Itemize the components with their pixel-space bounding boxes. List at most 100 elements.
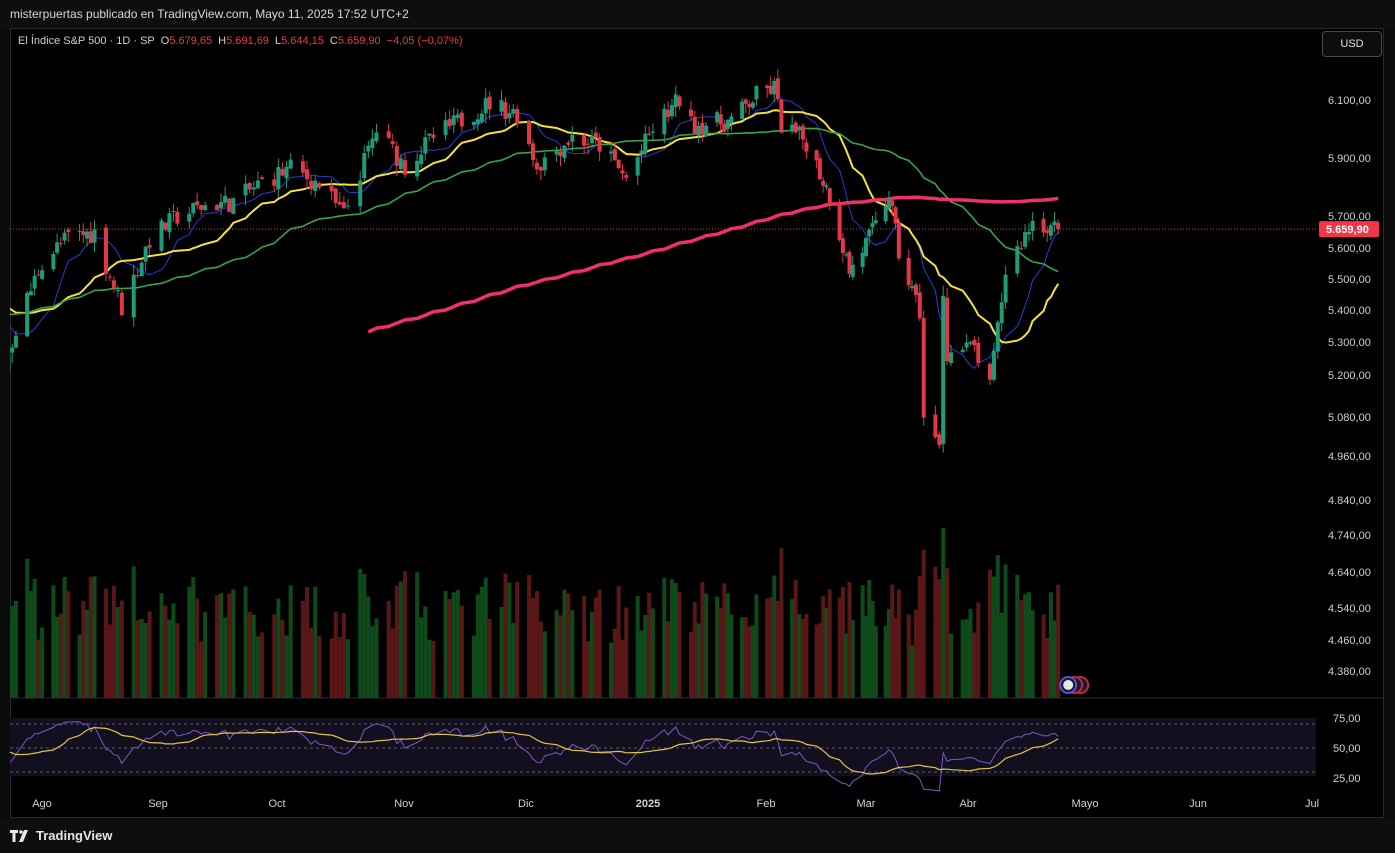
volume-bar bbox=[415, 572, 420, 698]
volume-bar bbox=[346, 639, 350, 698]
candle-body bbox=[366, 145, 371, 152]
candle-body bbox=[933, 414, 938, 438]
rsi-ma-line bbox=[10, 726, 1059, 775]
volume-bar bbox=[1048, 592, 1053, 698]
candle-body bbox=[255, 180, 260, 189]
volume-bar bbox=[747, 626, 752, 698]
candle-body bbox=[3, 370, 7, 376]
volume-bar bbox=[896, 589, 901, 698]
candle-body bbox=[793, 122, 798, 133]
volume-bar bbox=[964, 619, 969, 698]
candle-body bbox=[475, 119, 480, 125]
candle-body bbox=[797, 126, 802, 131]
candle-body bbox=[768, 86, 773, 94]
candle-body bbox=[139, 262, 144, 277]
volume-bar bbox=[305, 586, 310, 698]
sma-50-line bbox=[10, 127, 1059, 316]
candle-body bbox=[171, 211, 176, 213]
volume-bar bbox=[455, 589, 460, 698]
candle-body bbox=[1027, 231, 1031, 235]
candle-body bbox=[729, 116, 734, 124]
event-flags[interactable] bbox=[1059, 676, 1090, 694]
volume-bar bbox=[960, 619, 965, 698]
candle-body bbox=[92, 229, 97, 243]
volume-bar bbox=[704, 593, 709, 698]
candle-body bbox=[750, 102, 755, 108]
candle-body bbox=[0, 322, 3, 377]
candle-body bbox=[960, 349, 965, 353]
volume-bar bbox=[167, 619, 172, 698]
volume-bar bbox=[635, 595, 640, 698]
volume-bar bbox=[227, 593, 232, 698]
volume-bar bbox=[673, 583, 678, 698]
candle-body bbox=[870, 223, 875, 228]
candle-body bbox=[10, 347, 15, 353]
candle-body bbox=[479, 113, 484, 123]
rsi-axis-label: 25,00 bbox=[1333, 773, 1361, 785]
volume-bar bbox=[827, 589, 832, 698]
volume-bar bbox=[147, 611, 152, 698]
candle-body bbox=[358, 180, 363, 207]
candle-body bbox=[423, 137, 428, 154]
price-axis-label: 5.400,00 bbox=[1328, 305, 1371, 317]
candle-body bbox=[487, 96, 492, 110]
candle-body bbox=[890, 200, 895, 207]
volume-bar bbox=[272, 614, 277, 698]
volume-bar bbox=[62, 576, 67, 698]
volume-bar bbox=[972, 632, 977, 698]
candle-body bbox=[66, 229, 71, 233]
volume-bar bbox=[10, 606, 15, 698]
volume-bar bbox=[616, 586, 621, 698]
candle-body bbox=[88, 231, 93, 244]
volume-bar bbox=[609, 642, 614, 698]
candle-body bbox=[1045, 230, 1050, 233]
volume-bar bbox=[471, 635, 476, 698]
volume-bar bbox=[804, 614, 809, 698]
volume-bar bbox=[775, 600, 780, 698]
volume-bar bbox=[1019, 600, 1024, 698]
sma-200-line bbox=[367, 195, 1059, 334]
volume-bar bbox=[850, 620, 855, 698]
volume-bar bbox=[231, 589, 236, 698]
candle-body bbox=[329, 186, 334, 192]
candle-body bbox=[58, 243, 63, 245]
volume-bar bbox=[1030, 610, 1035, 698]
candle-body bbox=[337, 201, 342, 205]
candle-body bbox=[814, 150, 819, 161]
candle-body bbox=[650, 131, 655, 133]
candle-body bbox=[743, 99, 748, 104]
time-axis-label: Feb bbox=[757, 798, 776, 810]
volume-bar bbox=[366, 596, 371, 698]
tradingview-logo-icon bbox=[10, 829, 30, 842]
candle-body bbox=[511, 108, 516, 114]
candle-body bbox=[187, 213, 192, 222]
volume-bar bbox=[937, 579, 942, 698]
open-value: 5.679,65 bbox=[169, 35, 213, 47]
volume-bar bbox=[10, 618, 11, 698]
symbol-name: El Índice S&P 500 · 1D · SP bbox=[18, 35, 155, 47]
candle-body bbox=[612, 149, 617, 161]
volume-bar bbox=[995, 555, 1000, 698]
time-axis-label: Ago bbox=[32, 798, 52, 810]
volume-bar bbox=[883, 626, 888, 698]
volume-bar bbox=[419, 617, 424, 698]
candle-body bbox=[677, 96, 682, 107]
candle-body bbox=[386, 131, 391, 138]
volume-bar bbox=[159, 593, 164, 698]
price-axis-label: 5.200,00 bbox=[1328, 370, 1371, 382]
volume-bar bbox=[223, 617, 228, 698]
volume-bar bbox=[251, 614, 256, 698]
candle-body bbox=[455, 114, 460, 119]
rsi-axis-label: 75,00 bbox=[1333, 713, 1361, 725]
candle-body bbox=[704, 125, 709, 137]
volume-bar bbox=[593, 597, 598, 698]
candle-body bbox=[309, 180, 314, 190]
candle-body bbox=[534, 162, 539, 170]
currency-button[interactable]: USD bbox=[1322, 31, 1382, 57]
candle-body bbox=[195, 201, 200, 206]
candle-body bbox=[775, 78, 780, 99]
candle-body bbox=[790, 124, 795, 131]
volume-bar bbox=[51, 585, 56, 698]
volume-bar bbox=[402, 571, 407, 698]
